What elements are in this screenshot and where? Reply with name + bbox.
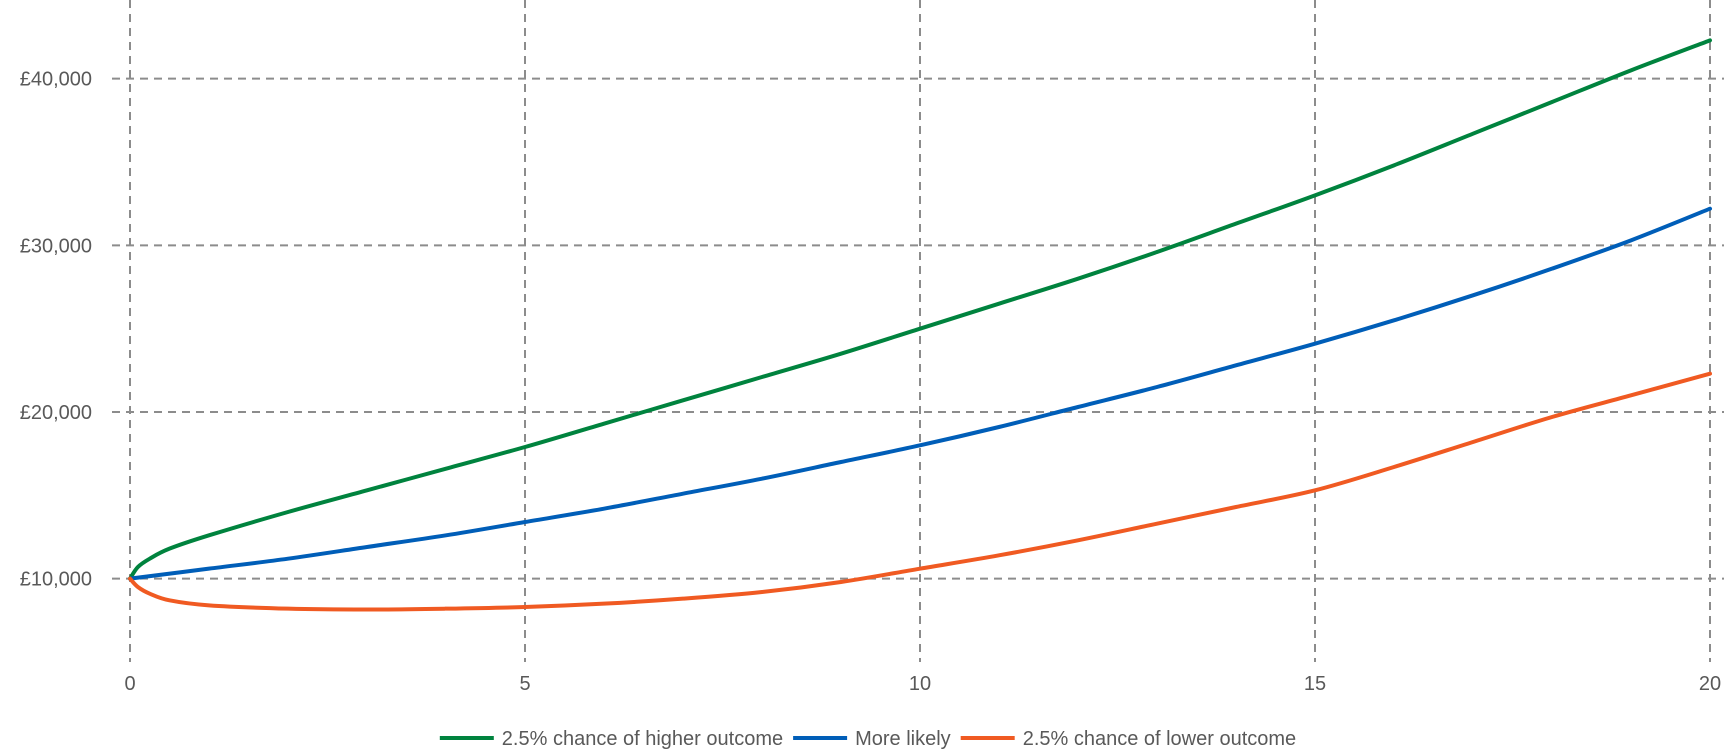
- legend-label: 2.5% chance of lower outcome: [1023, 728, 1296, 750]
- x-tick-label: 0: [124, 673, 135, 695]
- legend: 2.5% chance of higher outcome More likely…: [439, 728, 1296, 750]
- legend-label: 2.5% chance of higher outcome: [502, 728, 783, 750]
- y-tick-label: £40,000: [20, 69, 92, 91]
- y-tick-label: £10,000: [20, 569, 92, 591]
- legend-item-more-likely: More likely: [793, 728, 951, 750]
- legend-item-lower-outcome: 2.5% chance of lower outcome: [960, 728, 1296, 750]
- series-line-higher-outcome: [128, 38, 1712, 581]
- x-tick-label: 20: [1699, 673, 1721, 695]
- y-tick-label: £20,000: [20, 402, 92, 424]
- series-line-lower-outcome: [128, 371, 1712, 612]
- x-tick-label: 10: [909, 673, 931, 695]
- legend-label: More likely: [855, 728, 951, 750]
- x-tick-label: 15: [1304, 673, 1326, 695]
- legend-item-higher-outcome: 2.5% chance of higher outcome: [439, 728, 783, 750]
- y-axis-ticks: £10,000 £20,000 £30,000 £40,000: [20, 69, 92, 591]
- grid: [112, 0, 1724, 662]
- x-axis-ticks: 0 5 10 15 20: [124, 673, 1721, 695]
- series-lines: [128, 38, 1712, 612]
- series-line-more-likely: [128, 206, 1712, 581]
- y-tick-label: £30,000: [20, 235, 92, 257]
- x-tick-label: 5: [519, 673, 530, 695]
